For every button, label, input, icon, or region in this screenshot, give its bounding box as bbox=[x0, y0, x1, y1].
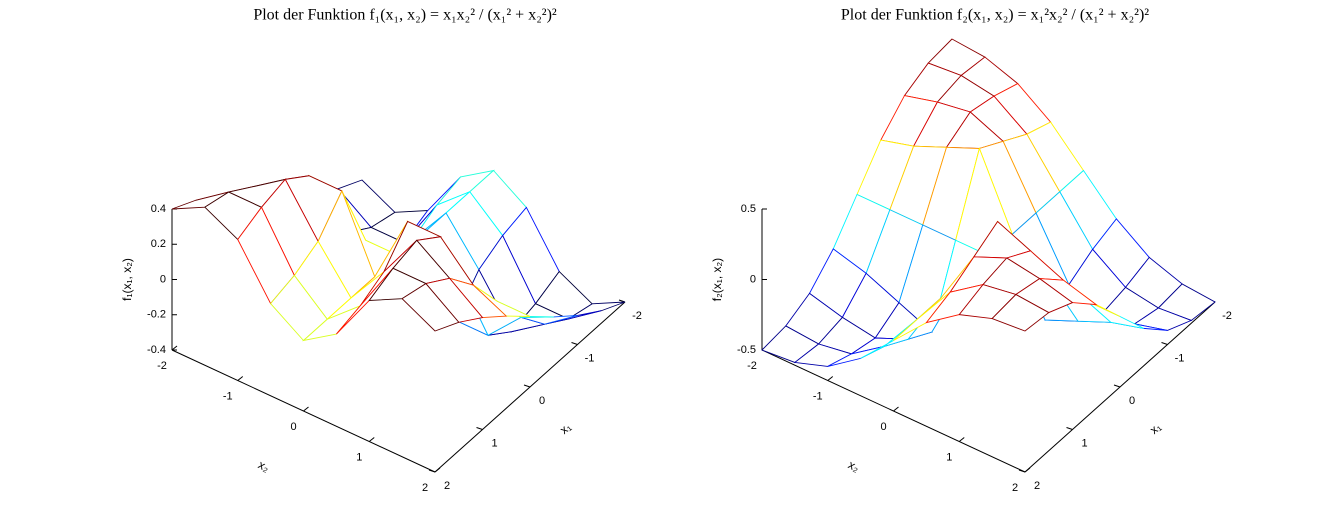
x1-tick-label: -2 bbox=[632, 310, 642, 322]
x2-tick-label: 0 bbox=[880, 421, 886, 433]
x1-axis-label: x₁ bbox=[557, 420, 574, 437]
x2-tick bbox=[827, 376, 834, 381]
x2-tick bbox=[1024, 467, 1031, 473]
x2-tick bbox=[303, 406, 309, 412]
x2-axis-label: x₂ bbox=[846, 458, 862, 476]
x2-tick-label: -1 bbox=[813, 390, 823, 402]
z-tick-label: 0.2 bbox=[151, 238, 166, 250]
x2-tick-label: 1 bbox=[356, 451, 362, 463]
x2-tick-label: -1 bbox=[223, 390, 233, 402]
z-tick-label: -0.2 bbox=[147, 309, 166, 321]
x2-tick-label: -2 bbox=[747, 360, 757, 372]
z-tick-label: 0 bbox=[750, 273, 756, 285]
x1-tick bbox=[1161, 342, 1168, 345]
x2-tick-label: -2 bbox=[157, 360, 167, 372]
x1-tick-label: 1 bbox=[491, 437, 497, 449]
x1-tick bbox=[571, 342, 578, 345]
z-tick-label: 0.4 bbox=[151, 203, 166, 215]
x1-tick bbox=[1066, 427, 1073, 430]
x1-axis-label: x₁ bbox=[1147, 420, 1164, 437]
x2-tick-label: 2 bbox=[1012, 482, 1018, 494]
x2-tick bbox=[434, 467, 441, 473]
x2-tick bbox=[958, 437, 965, 442]
z-tick-label: 0 bbox=[160, 273, 166, 285]
z-tick-label: -0.5 bbox=[737, 344, 756, 356]
x1-tick-label: 2 bbox=[1034, 480, 1040, 492]
x2-tick bbox=[368, 437, 375, 442]
x2-axis-label: x₂ bbox=[256, 458, 272, 476]
x2-tick bbox=[237, 376, 244, 381]
x1-tick bbox=[476, 427, 483, 430]
x1-tick bbox=[428, 469, 436, 473]
mesh-cell bbox=[401, 282, 460, 332]
x2-tick-label: 0 bbox=[290, 421, 296, 433]
x1-tick-label: -1 bbox=[585, 352, 595, 364]
x2-tick-label: 1 bbox=[946, 451, 952, 463]
x1-tick bbox=[1018, 469, 1026, 473]
x1-tick-label: 0 bbox=[1129, 395, 1135, 407]
x1-tick-label: 1 bbox=[1081, 437, 1087, 449]
x2-tick bbox=[171, 345, 178, 351]
z-axis-label: f₁(x₁, x₂) bbox=[120, 258, 134, 301]
z-tick-label: 0.5 bbox=[741, 203, 756, 215]
x2-tick bbox=[893, 406, 899, 412]
z-axis-label: f₂(x₁, x₂) bbox=[710, 258, 724, 301]
chart-title: Plot der Funktion f₁(x₁, x₂) = x₁x₂² / (… bbox=[253, 7, 557, 24]
chart-title: Plot der Funktion f₂(x₁, x₂) = x₁²x₂² / … bbox=[841, 7, 1149, 24]
surface-plot: Plot der Funktion f₂(x₁, x₂) = x₁²x₂² / … bbox=[710, 7, 1232, 494]
x1-tick-label: 2 bbox=[444, 480, 450, 492]
x1-tick-label: 0 bbox=[539, 395, 545, 407]
surface-plot: Plot der Funktion f₁(x₁, x₂) = x₁x₂² / (… bbox=[120, 7, 642, 494]
x1-tick-label: -2 bbox=[1222, 310, 1232, 322]
x1-tick bbox=[1113, 384, 1121, 388]
x1-tick-label: -1 bbox=[1175, 352, 1185, 364]
mesh-cell bbox=[991, 293, 1050, 332]
x2-tick-label: 2 bbox=[422, 482, 428, 494]
x1-tick bbox=[523, 384, 531, 388]
z-tick-label: -0.4 bbox=[147, 344, 166, 356]
